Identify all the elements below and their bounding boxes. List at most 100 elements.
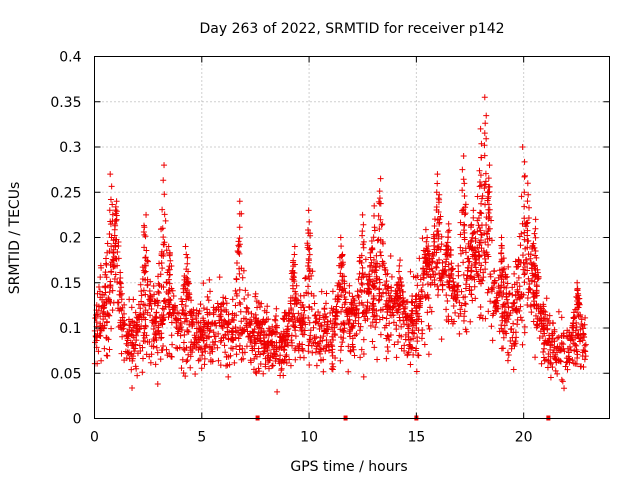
data-point — [189, 323, 196, 330]
data-point — [375, 212, 382, 219]
data-point — [477, 266, 484, 273]
data-point — [237, 301, 244, 308]
data-point — [184, 357, 191, 364]
data-point — [305, 207, 312, 214]
data-point — [205, 297, 212, 304]
data-point — [340, 320, 347, 327]
data-point — [451, 318, 458, 325]
data-point — [469, 230, 476, 237]
data-point — [140, 222, 147, 229]
data-point — [359, 270, 366, 277]
data-point — [140, 337, 147, 344]
data-point — [233, 343, 240, 350]
data-point — [239, 345, 246, 352]
data-point — [161, 241, 168, 248]
data-point — [345, 318, 352, 325]
data-point — [386, 320, 393, 327]
data-point — [574, 279, 581, 286]
data-point — [206, 344, 213, 351]
data-point — [284, 323, 291, 330]
data-point — [360, 244, 367, 251]
data-point — [365, 277, 372, 284]
data-point — [358, 252, 365, 259]
data-point — [182, 303, 189, 310]
data-point — [302, 275, 309, 282]
data-point — [332, 315, 339, 322]
data-point — [460, 227, 467, 234]
data-point — [370, 313, 377, 320]
data-point — [260, 335, 267, 342]
data-point — [410, 322, 417, 329]
x-tick-label: 15 — [407, 430, 425, 446]
data-point — [243, 322, 250, 329]
data-point — [258, 340, 265, 347]
data-point — [509, 334, 516, 341]
data-point — [174, 330, 181, 337]
data-point — [532, 354, 539, 361]
data-point — [372, 324, 379, 331]
data-point — [474, 270, 481, 277]
data-point — [549, 349, 556, 356]
data-point — [178, 295, 185, 302]
data-point — [101, 345, 108, 352]
data-point — [433, 232, 440, 239]
data-point — [139, 264, 146, 271]
data-point — [106, 207, 113, 214]
data-point — [427, 281, 434, 288]
data-point — [335, 293, 342, 300]
data-point — [179, 298, 186, 305]
data-point — [192, 371, 199, 378]
data-point — [295, 345, 302, 352]
data-point — [304, 242, 311, 249]
data-point — [383, 315, 390, 322]
data-point — [306, 276, 313, 283]
data-point — [292, 291, 299, 298]
data-point — [376, 188, 383, 195]
data-point — [273, 329, 280, 336]
data-point — [349, 293, 356, 300]
data-point — [223, 353, 230, 360]
data-point — [166, 280, 173, 287]
data-point — [485, 189, 492, 196]
data-point — [325, 326, 332, 333]
data-point — [521, 172, 528, 179]
data-point — [360, 221, 367, 228]
data-point — [210, 329, 217, 336]
data-point — [225, 329, 232, 336]
data-point — [530, 290, 537, 297]
data-point — [121, 301, 128, 308]
data-point — [501, 265, 508, 272]
data-point — [291, 301, 298, 308]
data-point — [476, 209, 483, 216]
data-points — [91, 94, 589, 395]
data-point — [204, 293, 211, 300]
data-point — [515, 274, 522, 281]
data-point — [510, 366, 517, 373]
data-point — [144, 258, 151, 265]
data-point — [182, 243, 189, 250]
data-point — [189, 349, 196, 356]
data-point — [483, 135, 490, 142]
data-point — [461, 211, 468, 218]
data-point — [111, 232, 118, 239]
data-point — [119, 326, 125, 333]
data-point — [305, 257, 312, 264]
data-point — [158, 320, 165, 327]
data-point — [149, 319, 156, 326]
data-point — [457, 250, 464, 257]
data-point — [102, 269, 109, 276]
data-point — [572, 341, 579, 348]
data-point — [376, 263, 383, 270]
data-point — [462, 293, 469, 300]
data-point — [195, 346, 202, 353]
data-point — [495, 292, 502, 299]
data-point — [476, 183, 483, 190]
data-point — [463, 281, 470, 288]
data-point — [457, 244, 464, 251]
data-point — [151, 291, 158, 298]
data-point — [107, 171, 114, 178]
data-point — [238, 356, 245, 363]
data-point — [504, 273, 511, 280]
data-point — [166, 309, 173, 316]
data-point — [415, 327, 422, 334]
